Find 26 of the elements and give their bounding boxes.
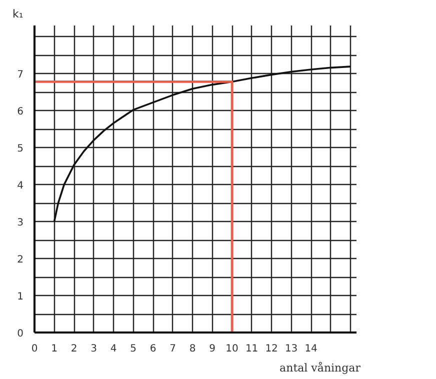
x-tick-label: 7 xyxy=(170,344,176,354)
y-tick-label: 6 xyxy=(17,106,24,118)
y-tick-label: 7 xyxy=(17,70,24,81)
x-tick-label: 9 xyxy=(209,344,216,354)
y-tick-label: 4 xyxy=(17,180,24,192)
x-tick-label: 11 xyxy=(245,344,258,354)
x-tick-label: 13 xyxy=(284,344,298,354)
line-series xyxy=(53,66,352,222)
y-tick-label: 2 xyxy=(17,254,24,266)
y-tick-label: 0 xyxy=(17,328,24,340)
x-tick-label: 14 xyxy=(304,344,318,354)
x-tick-label: 10 xyxy=(226,344,238,354)
y-tick-label: 1 xyxy=(17,292,24,303)
x-tick-label: 0 xyxy=(31,344,38,354)
x-tick-label: 8 xyxy=(189,344,196,354)
y-axis-title: k₁ xyxy=(12,8,24,20)
x-tick-label: 2 xyxy=(70,344,78,354)
x-axis-title: antal våningar xyxy=(280,362,362,374)
x-tick-label: 5 xyxy=(130,344,136,354)
x-tick-label: 3 xyxy=(90,344,97,354)
x-tick-label: 6 xyxy=(150,344,156,354)
x-tick-label: 4 xyxy=(110,344,117,354)
x-tick-label: 1 xyxy=(51,344,58,354)
y-tick-label: 5 xyxy=(17,144,24,155)
x-tick-label: 12 xyxy=(265,344,278,354)
y-tick-label: 3 xyxy=(17,218,24,229)
